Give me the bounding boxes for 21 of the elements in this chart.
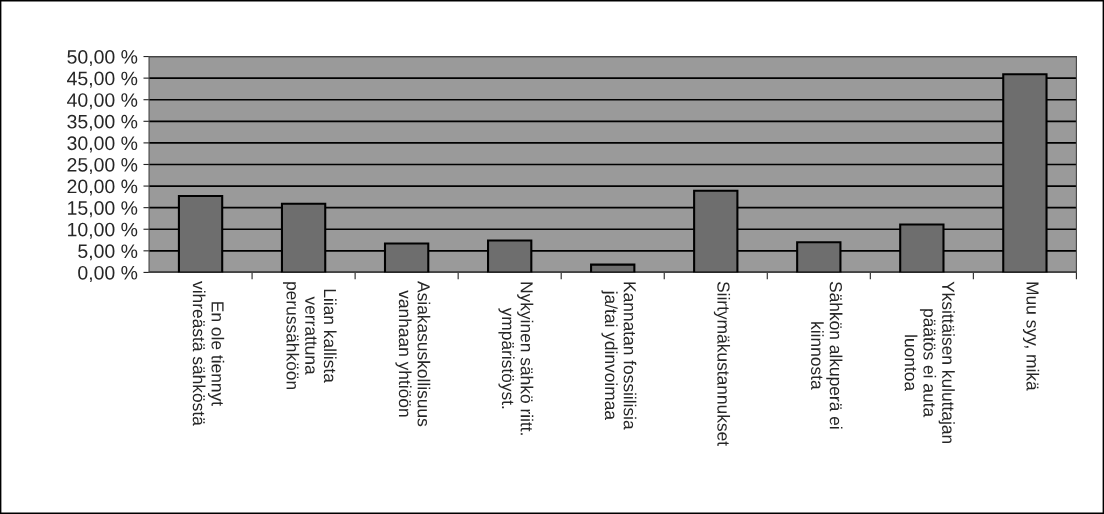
y-tick-label: 25,00 % [67,157,138,175]
x-tick-label: Nykyinen sähkö riitt. ympäristöyst. [498,282,534,435]
x-tick-label: Asiakasuskollisuus vanhaan yhtiöön [395,281,431,427]
y-tick-label: 40,00 % [67,93,138,110]
y-tick-label: 35,00 % [67,114,138,131]
x-tick-label: Yksittäisen kuluttajan päätös ei auta luontoa [904,281,955,444]
x-tick-label: Muu syy, mikä [1022,282,1040,391]
x-tick-label: Liian kallista verrattuna perussähköön [282,282,337,389]
y-tick-label: 45,00 % [67,71,138,88]
x-tick-label: Kannatan fossiilisia ja/tai ydinvoimaa [601,282,637,430]
y-tick-label: 15,00 % [68,201,138,218]
y-tick-label: 10,00 % [68,222,138,239]
x-tick-label: Sähkön alkuperä ei kiinnosta [810,281,843,429]
bar [590,263,636,273]
y-tick-label: 30,00 % [67,136,138,153]
x-tick-label: Siirtymäkustannukset [713,281,731,446]
x-tick-label: En ole tiennyt vihreästä sähköstä [192,281,225,426]
y-tick-label: 50,00 % [67,50,138,67]
y-tick-label: 5,00 % [78,244,138,261]
y-tick-label: 20,00 % [67,179,138,196]
y-tick-label: 0,00 % [78,265,138,282]
